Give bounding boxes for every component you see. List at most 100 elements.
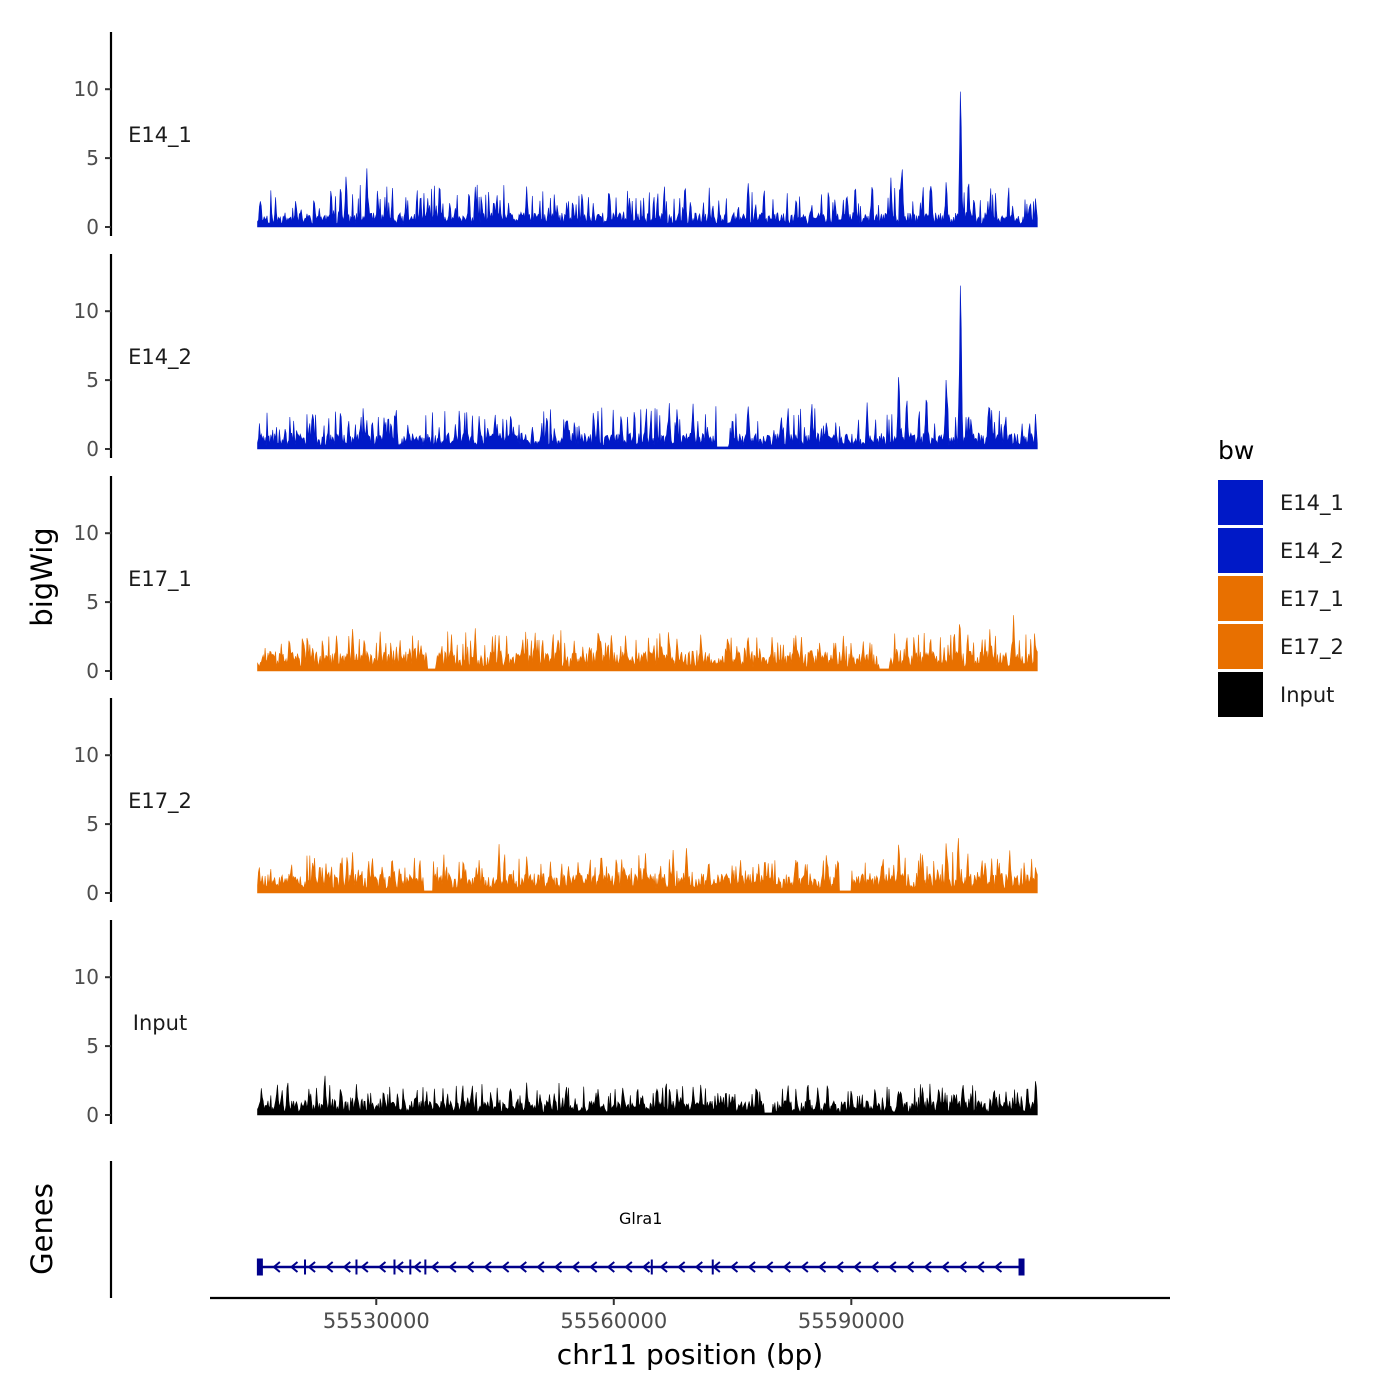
- legend-swatch-E14_2: [1218, 528, 1263, 573]
- strand-arrow: [782, 1261, 791, 1273]
- legend-swatch-E17_1: [1218, 576, 1263, 621]
- track-E14_1: 0 5 10 E14_1: [74, 32, 1038, 239]
- track-E17_1: 0 5 10 E17_1: [74, 476, 1038, 683]
- legend-label-E14_2: E14_2: [1280, 539, 1344, 564]
- y-tick-label: 10: [74, 965, 99, 989]
- strand-arrow: [360, 1261, 369, 1273]
- legend-label-E17_1: E17_1: [1280, 587, 1344, 612]
- exon: [409, 1259, 412, 1275]
- strand-arrow: [325, 1261, 334, 1273]
- x-tick-label: 55590000: [798, 1309, 905, 1333]
- strand-arrow: [430, 1261, 439, 1273]
- track-E17_2: 0 5 10 E17_2: [74, 698, 1038, 905]
- track-label: Input: [133, 1011, 187, 1035]
- exon: [393, 1259, 396, 1275]
- strand-arrow: [501, 1261, 510, 1273]
- strand-arrow: [677, 1261, 686, 1273]
- y-tick-label: 5: [86, 812, 99, 836]
- strand-arrow: [747, 1261, 756, 1273]
- y-tick-label: 0: [86, 881, 99, 905]
- legend-swatch-E17_2: [1218, 624, 1263, 669]
- strand-arrow: [659, 1261, 668, 1273]
- strand-arrow: [976, 1261, 985, 1273]
- track-label: E14_2: [128, 345, 192, 370]
- track-label: E17_1: [128, 567, 192, 592]
- strand-arrow: [817, 1261, 827, 1273]
- x-axis: 55530000 55560000 55590000: [210, 1296, 1170, 1333]
- y-tick-label: 10: [74, 77, 99, 101]
- strand-arrow: [395, 1261, 404, 1273]
- strand-arrow: [272, 1261, 281, 1273]
- legend-title: bw: [1218, 436, 1254, 465]
- signal-area-E14_1: [257, 91, 1038, 228]
- strand-arrow: [307, 1261, 316, 1273]
- strand-arrow: [905, 1261, 915, 1273]
- y-tick-label: 0: [86, 659, 99, 683]
- y-tick-label: 0: [86, 215, 99, 239]
- exon: [650, 1259, 653, 1275]
- strand-arrow: [536, 1261, 545, 1273]
- legend-swatch-E14_1: [1218, 480, 1263, 525]
- strand-arrow: [958, 1261, 967, 1273]
- exon: [256, 1258, 263, 1276]
- strand-arrow: [729, 1261, 739, 1273]
- x-tick-label: 55530000: [323, 1309, 430, 1333]
- strand-arrow: [518, 1261, 527, 1273]
- strand-arrow: [888, 1261, 897, 1273]
- y-axis-title: bigWig: [25, 527, 59, 626]
- track-label: E14_1: [128, 123, 192, 148]
- signal-area-Input: [257, 1075, 1038, 1116]
- y-tick-label: 10: [74, 743, 99, 767]
- y-tick-label: 5: [86, 590, 99, 614]
- strand-arrow: [342, 1261, 351, 1273]
- track-E14_2: 0 5 10 E14_2: [74, 254, 1038, 461]
- strand-arrow: [553, 1261, 563, 1273]
- tracks-layer: 0 5 10 E14_1 0 5 10 E14_2 0 5 10 E17_1 0 5 10 E17_2 0 5 10…: [74, 32, 1038, 1127]
- exon: [1018, 1258, 1025, 1276]
- y-tick-label: 5: [86, 1034, 99, 1058]
- track-label: E17_2: [128, 789, 192, 814]
- y-tick-label: 5: [86, 146, 99, 170]
- gene-track: Glra1: [109, 1161, 1025, 1298]
- strand-arrow: [641, 1261, 651, 1273]
- signal-area-E17_2: [257, 838, 1038, 894]
- exon: [711, 1259, 714, 1275]
- strand-arrow: [941, 1261, 950, 1273]
- strand-arrow: [624, 1261, 633, 1273]
- gene-label: Glra1: [619, 1209, 662, 1228]
- y-tick-label: 0: [86, 437, 99, 461]
- strand-arrow: [712, 1261, 721, 1273]
- strand-arrow: [289, 1261, 299, 1273]
- y-tick-label: 10: [74, 521, 99, 545]
- genes-axis-title: Genes: [25, 1183, 59, 1275]
- legend-label-Input: Input: [1280, 683, 1334, 707]
- strand-arrow: [800, 1261, 809, 1273]
- exon: [424, 1259, 427, 1275]
- strand-arrow: [870, 1261, 879, 1273]
- strand-arrow: [589, 1261, 598, 1273]
- strand-arrow: [483, 1261, 492, 1273]
- strand-arrow: [765, 1261, 774, 1273]
- y-tick-label: 0: [86, 1103, 99, 1127]
- legend: bw E14_1 E14_2 E17_1 E17_2 Input: [1218, 436, 1344, 717]
- strand-arrow: [465, 1261, 475, 1273]
- strand-arrow: [993, 1261, 1003, 1273]
- exon: [304, 1259, 307, 1275]
- strand-arrow: [853, 1261, 862, 1273]
- y-tick-label: 5: [86, 368, 99, 392]
- signal-area-E17_1: [257, 615, 1038, 672]
- strand-arrow: [448, 1261, 457, 1273]
- strand-arrow: [606, 1261, 615, 1273]
- strand-arrow: [694, 1261, 703, 1273]
- signal-area-E14_2: [257, 285, 1038, 450]
- strand-arrow: [413, 1261, 422, 1273]
- strand-arrow: [923, 1261, 932, 1273]
- legend-swatch-Input: [1218, 672, 1263, 717]
- exon: [355, 1259, 358, 1275]
- legend-label-E17_2: E17_2: [1280, 635, 1344, 660]
- track-Input: 0 5 10 Input: [74, 920, 1038, 1127]
- strand-arrow: [377, 1261, 387, 1273]
- legend-label-E14_1: E14_1: [1280, 491, 1344, 516]
- x-tick-label: 55560000: [560, 1309, 667, 1333]
